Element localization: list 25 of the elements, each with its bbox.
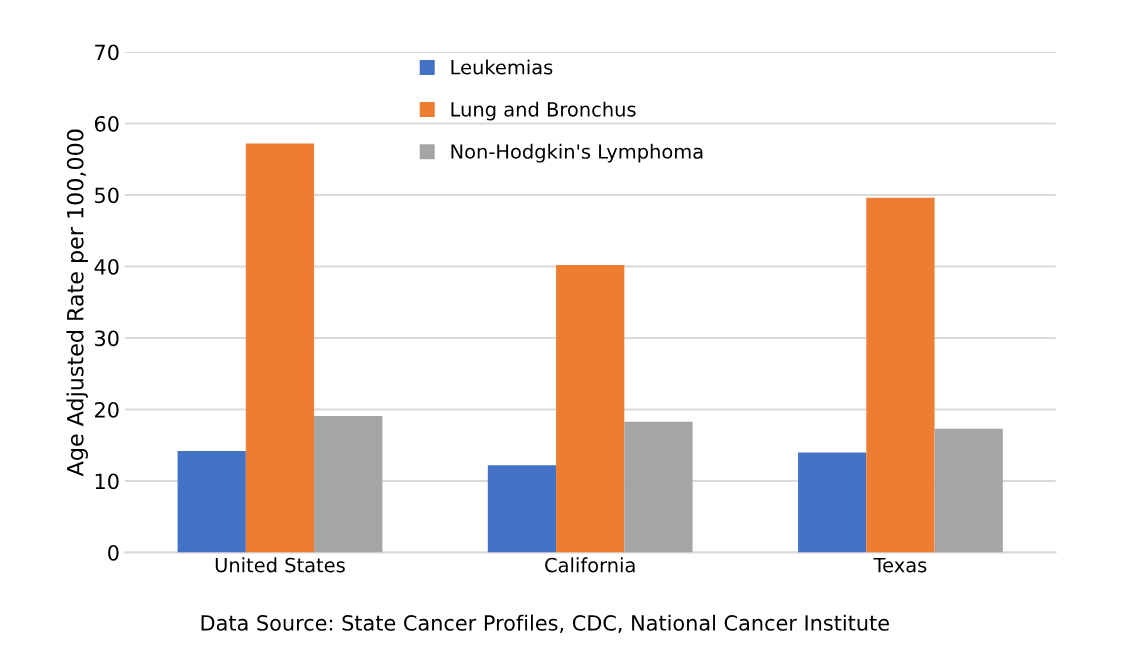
bar bbox=[934, 428, 1003, 553]
x-tick-label: Texas bbox=[873, 557, 927, 573]
y-tick-label: 10 bbox=[95, 473, 119, 490]
bar bbox=[487, 465, 557, 553]
x-tick-label: United States bbox=[215, 557, 345, 573]
y-tick-label: 60 bbox=[94, 115, 119, 132]
bar bbox=[798, 452, 867, 553]
y-tick-label: 20 bbox=[95, 401, 119, 418]
y-tick-label: 40 bbox=[94, 258, 119, 275]
bar bbox=[866, 197, 935, 553]
y-tick-label: 50 bbox=[95, 187, 119, 204]
x-tick-label: California bbox=[545, 557, 635, 573]
bar bbox=[314, 415, 383, 553]
y-tick-label: 70 bbox=[95, 44, 119, 61]
legend-label: Lung and Bronchus bbox=[451, 101, 636, 121]
y-axis-title: Age Adjusted Rate per 100,000 bbox=[66, 129, 88, 477]
source-note: Data Source: State Cancer Profiles, CDC, National Cancer Institute bbox=[201, 614, 889, 633]
bar bbox=[245, 143, 315, 553]
bar bbox=[624, 421, 693, 553]
y-tick-label: 30 bbox=[95, 330, 119, 347]
bar bbox=[177, 450, 246, 553]
y-tick-label: 0 bbox=[108, 544, 119, 561]
legend-label: Leukemias bbox=[451, 59, 553, 75]
legend-label: Non-Hodgkin's Lymphoma bbox=[451, 143, 703, 163]
bar bbox=[556, 265, 625, 553]
